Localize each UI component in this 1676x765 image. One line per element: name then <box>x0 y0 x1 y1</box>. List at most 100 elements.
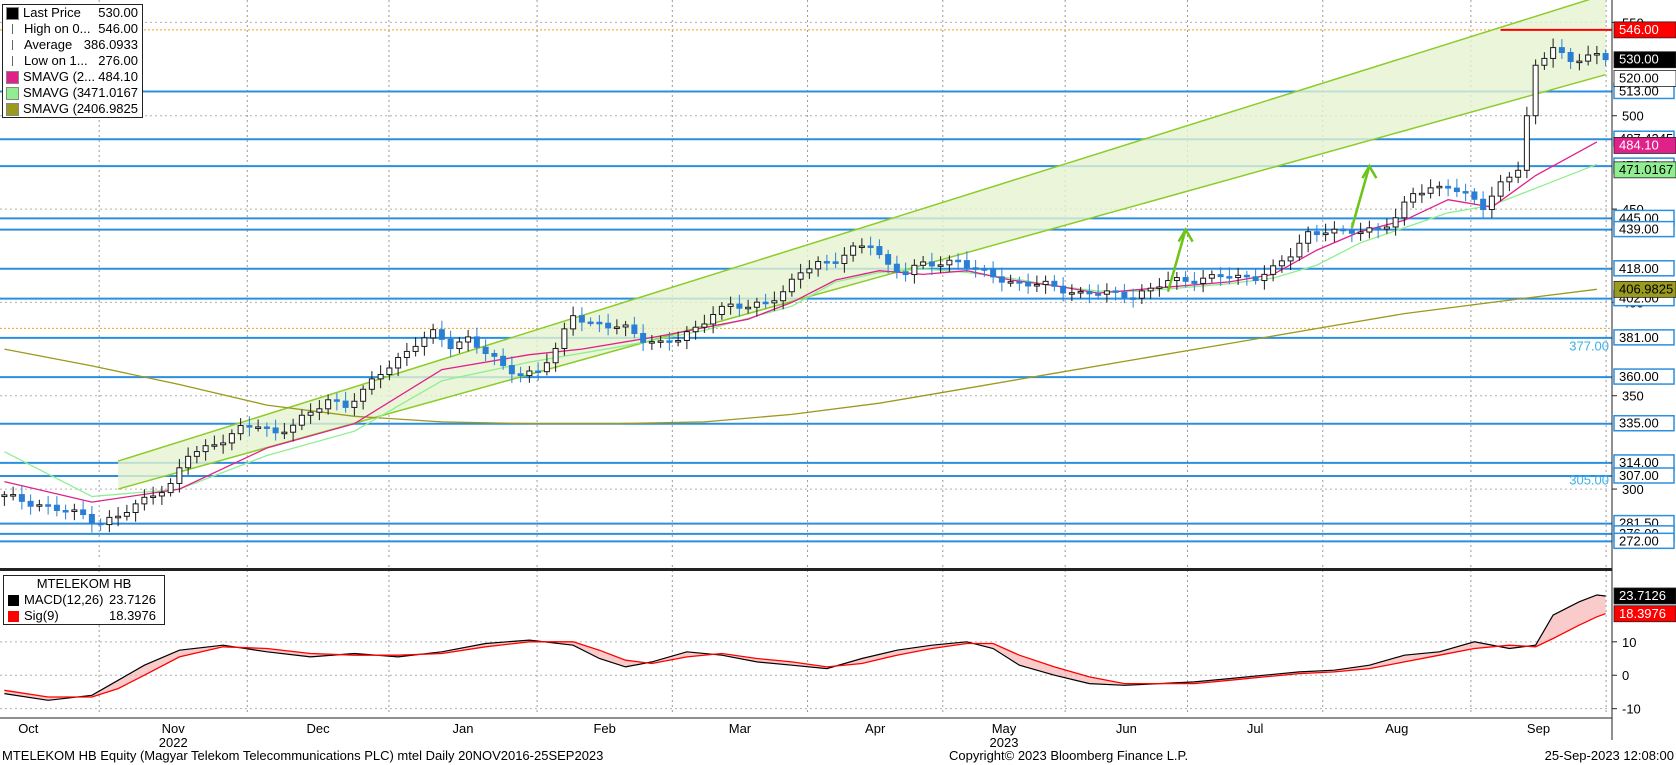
candle-up-body <box>71 509 78 513</box>
candle-up-body <box>1357 231 1364 235</box>
level-label: 335.00 <box>1619 416 1659 431</box>
x-tick-label: Nov <box>162 721 186 736</box>
low-marker-icon <box>12 56 19 66</box>
candle-down-body <box>1567 52 1574 62</box>
candle-up-body <box>456 341 463 350</box>
candle-down-body <box>246 425 253 428</box>
candle-down-body <box>1060 285 1067 294</box>
candle-up-body <box>325 399 332 410</box>
candle-down-body <box>482 346 489 354</box>
candle-up-body <box>1410 193 1417 203</box>
candle-down-body <box>1602 53 1609 61</box>
candle-up-body <box>141 496 148 505</box>
candle-down-body <box>1445 185 1452 189</box>
legend-value: 546.00 <box>98 21 138 36</box>
sma-fast-line <box>4 141 1598 503</box>
candle-up-body <box>1366 227 1373 233</box>
candle-up-body <box>281 431 288 435</box>
candle-up-body <box>727 303 734 307</box>
candle-up-body <box>745 306 752 310</box>
candle-up-body <box>1331 228 1338 234</box>
candle-down-body <box>447 338 454 350</box>
candle-up-body <box>193 451 200 457</box>
candle-up-body <box>1532 64 1539 117</box>
candle-up-body <box>657 340 664 343</box>
candle-down-body <box>18 494 25 502</box>
x-tick-label: Dec <box>307 721 331 736</box>
candle-down-body <box>1558 47 1565 54</box>
candle-down-body <box>97 522 104 526</box>
candle-up-body <box>683 331 690 342</box>
candle-up-body <box>1261 273 1268 282</box>
candle-up-body <box>1235 274 1242 279</box>
candle-up-body <box>710 313 717 325</box>
trend-channel-lower-line <box>117 73 1606 490</box>
x-tick-label: Sep <box>1527 721 1550 736</box>
candle-up-body <box>10 494 17 497</box>
level-label: 307.00 <box>1619 468 1659 483</box>
candle-up-body <box>132 503 139 514</box>
candle-up-body <box>106 516 113 526</box>
legend-label: SMAVG (2... <box>23 101 84 116</box>
level-label-box <box>1613 368 1675 385</box>
candle-up-body <box>412 345 419 352</box>
candle-up-body <box>701 323 708 328</box>
candle-down-body <box>272 427 279 434</box>
candle-down-body <box>876 246 883 256</box>
filled-square-icon <box>6 6 19 20</box>
candle-down-body <box>45 504 52 507</box>
candle-up-body <box>316 408 323 413</box>
level-label: 360.00 <box>1619 369 1659 384</box>
price-legend: Last Price 530.00 High on 0... 546.00 Averag… <box>2 4 143 118</box>
candle-down-body <box>80 509 87 515</box>
macd-legend-title: MTELEKOM HB <box>36 576 132 591</box>
candle-up-body <box>1270 265 1277 275</box>
level-label: 377.00 <box>1569 338 1609 353</box>
macd-line <box>4 594 1606 701</box>
x-tick-label: Jul <box>1247 721 1264 736</box>
x-tick-label: Aug <box>1385 721 1408 736</box>
level-label: 314.00 <box>1619 455 1659 470</box>
candle-up-body <box>421 337 428 347</box>
candle-up-body <box>255 426 262 429</box>
candle-up-body <box>123 512 130 517</box>
candle-up-body <box>158 492 165 497</box>
candle-up-body <box>692 326 699 333</box>
candle-up-body <box>1033 284 1040 287</box>
high-marker-icon <box>12 24 19 34</box>
candle-up-body <box>543 362 550 373</box>
legend-label: Average <box>24 37 73 52</box>
legend-label: Low on 1... <box>24 53 88 68</box>
candle-up-body <box>648 341 655 344</box>
candle-up-body <box>167 482 174 494</box>
candle-up-body <box>211 444 218 447</box>
macd-legend-value: 23.7126 <box>109 592 156 607</box>
macd-swatch-icon <box>8 594 19 606</box>
value-tag-label: 18.3976 <box>1619 606 1666 621</box>
candle-up-body <box>403 350 410 358</box>
sma-slow-line <box>4 288 1597 425</box>
x-tick-label: Jun <box>1116 721 1137 736</box>
candle-down-body <box>88 513 95 524</box>
signal-line <box>4 613 1606 698</box>
candle-down-body <box>893 263 900 273</box>
candle-up-body <box>220 442 227 446</box>
x-tick-label: Jan <box>453 721 474 736</box>
candle-up-body <box>185 455 192 469</box>
footer-security-description: MTELEKOM HB Equity (Magyar Telekom Telec… <box>2 748 604 763</box>
x-tick-label: Apr <box>865 721 886 736</box>
candle-up-body <box>1173 277 1180 282</box>
legend-label: SMAVG (2... <box>23 69 95 84</box>
level-label-box <box>1613 414 1675 432</box>
x-tick-label: May <box>992 721 1017 736</box>
candle-up-body <box>1427 187 1434 194</box>
value-tag-label: 406.9825 <box>1619 281 1673 296</box>
candle-up-body <box>1278 260 1285 267</box>
candle-up-body <box>1305 231 1312 244</box>
candle-down-body <box>1095 293 1102 296</box>
candle-up-body <box>1296 242 1303 258</box>
trend-arrow-shaft <box>1350 165 1371 229</box>
value-tag-label: 23.7126 <box>1619 588 1666 603</box>
moving-averages-layer <box>4 141 1598 503</box>
